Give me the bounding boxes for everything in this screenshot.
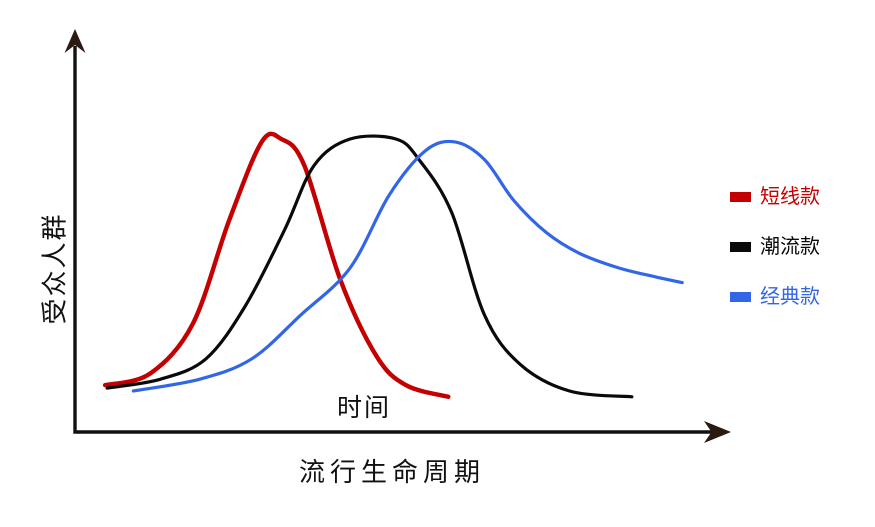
legend-swatch-black <box>730 242 751 252</box>
legend-item-classic: 经典款 <box>730 286 860 308</box>
legend-label: 经典款 <box>760 286 820 308</box>
y-axis-arrow-icon <box>64 29 86 53</box>
legend-label: 短线款 <box>760 186 820 208</box>
legend-item-trend: 潮流款 <box>730 236 860 258</box>
time-annotation: 时间 <box>336 395 391 422</box>
legend-label: 潮流款 <box>760 236 820 258</box>
y-axis-label: 受众人群 <box>40 212 70 325</box>
legend-item-short-run: 短线款 <box>730 186 860 208</box>
x-axis-label: 流行生命周期 <box>298 458 485 487</box>
legend-swatch-blue <box>730 292 751 302</box>
legend: 短线款 潮流款 经典款 <box>730 186 860 336</box>
x-axis-arrow-icon <box>704 421 731 443</box>
curve-classic-style <box>131 139 684 393</box>
axes-lines <box>73 46 712 434</box>
curve-trend-style <box>105 134 634 399</box>
legend-swatch-red <box>730 192 751 202</box>
curve-short-run-style <box>102 131 451 399</box>
